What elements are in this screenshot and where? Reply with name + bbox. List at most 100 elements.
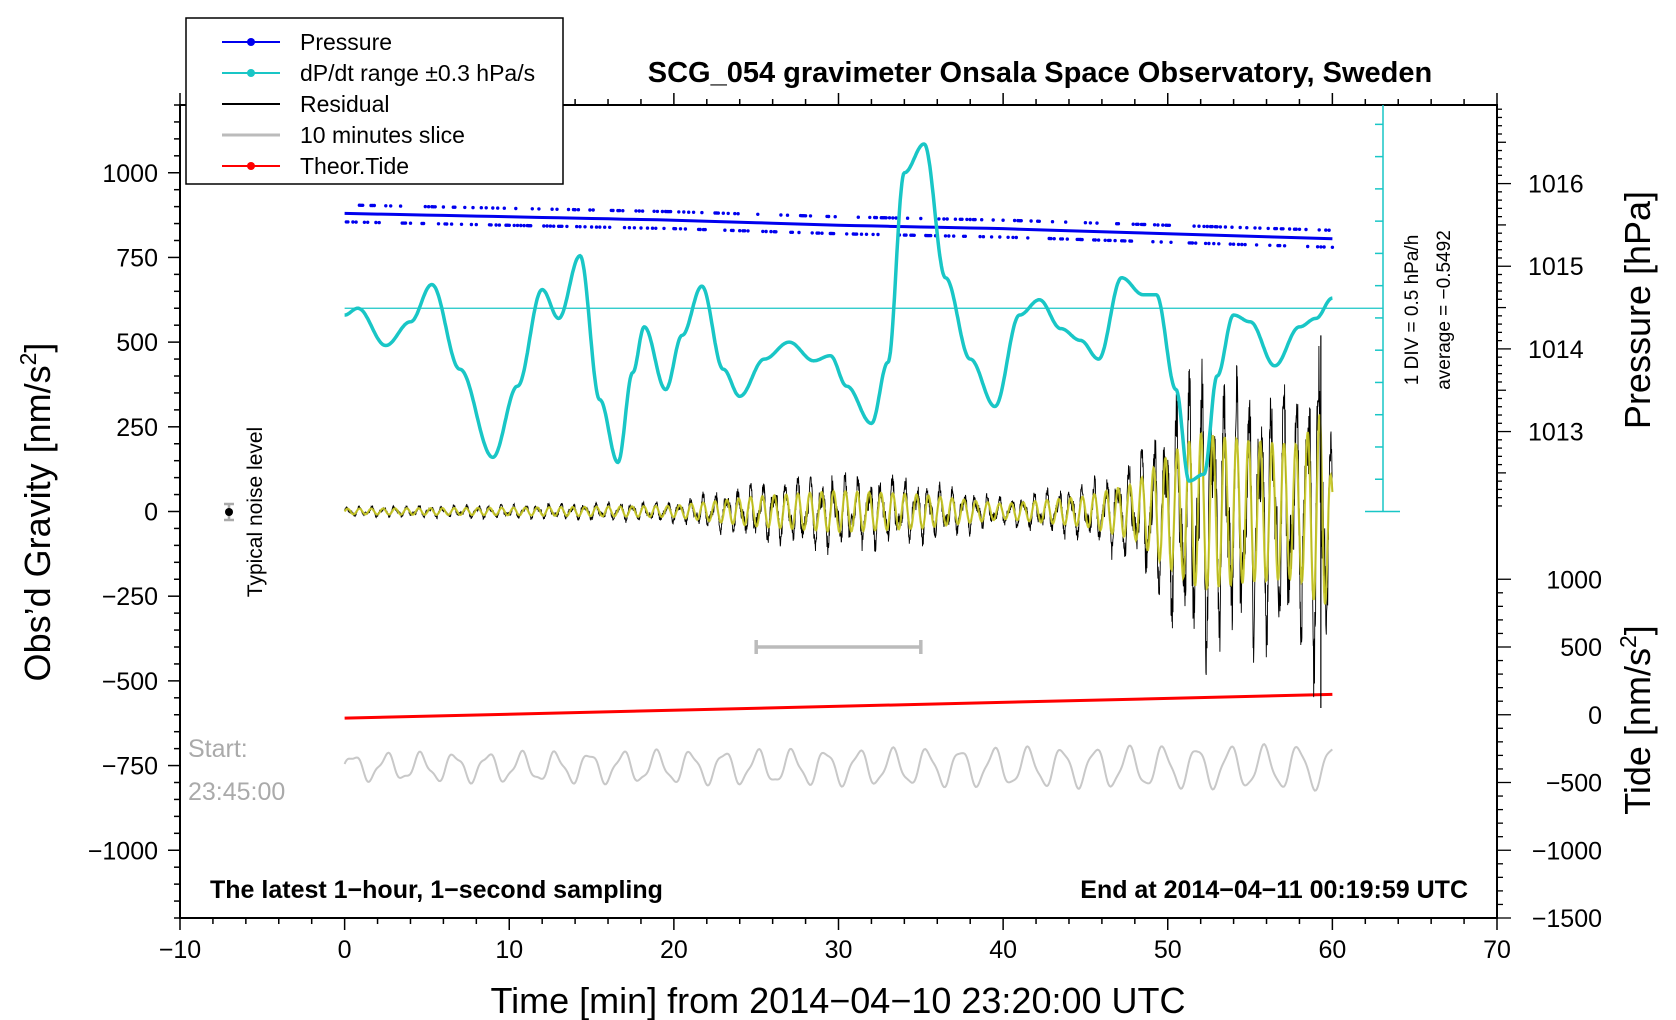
- pressure-point: [965, 217, 969, 222]
- pressure-point: [1218, 225, 1223, 229]
- pressure-point: [608, 225, 612, 229]
- residual-series: [343, 335, 1334, 708]
- pressure-point: [361, 203, 365, 207]
- pressure-point: [594, 225, 599, 229]
- pressure-point: [463, 205, 467, 210]
- pressure-point: [960, 217, 964, 221]
- pressure-point: [963, 234, 967, 238]
- pressure-point: [998, 235, 1002, 239]
- pressure-point: [1060, 237, 1065, 241]
- pressure-point: [721, 211, 725, 215]
- y-axis-tide: 1000 500 0 −500 −1000 −1500: [1497, 566, 1602, 933]
- footer-right-label: End at 2014−04−11 00:19:59 UTC: [1080, 876, 1468, 904]
- pressure-point: [474, 222, 478, 227]
- pressure-point: [1093, 238, 1098, 242]
- pressure-point: [1294, 227, 1298, 231]
- pressure-point: [785, 213, 790, 217]
- pressure-point: [678, 227, 683, 231]
- pressure-point: [1037, 219, 1042, 223]
- pressure-point: [968, 217, 972, 222]
- pressure-point: [515, 223, 520, 228]
- pressure-point: [1236, 242, 1241, 247]
- legend-label: Pressure: [300, 29, 392, 55]
- pressure-point: [366, 220, 370, 224]
- pressure-point: [833, 215, 837, 219]
- pressure-point: [1322, 245, 1326, 249]
- start-label: Start:: [188, 735, 248, 763]
- pressure-point: [408, 221, 413, 225]
- y-tick-label: 0: [144, 499, 158, 527]
- legend-marker: [247, 38, 255, 46]
- pressure-point: [634, 209, 638, 213]
- pressure-point: [700, 210, 704, 215]
- pressure-point: [1156, 223, 1160, 227]
- pressure-point: [731, 228, 735, 233]
- pressure-point: [1095, 221, 1099, 225]
- y-axis-title-pressure: Pressure [hPa]: [1617, 191, 1658, 429]
- pressure-point: [943, 234, 948, 238]
- legend-marker: [247, 69, 255, 77]
- pressure-point: [1203, 241, 1208, 246]
- tide-tick-label: 0: [1588, 702, 1602, 730]
- pressure-point: [698, 227, 702, 232]
- pressure-point: [632, 226, 637, 230]
- pressure-point: [662, 226, 666, 231]
- pressure-point: [723, 228, 727, 232]
- pressure-point: [919, 216, 923, 221]
- tide-line: [344, 692, 1333, 720]
- pressure-point: [471, 205, 475, 210]
- tide-tick-label: −1000: [1532, 837, 1602, 865]
- pressure-point: [1215, 225, 1219, 229]
- legend-item: 10 minutes slice: [222, 122, 465, 148]
- x-tick-label: −10: [159, 936, 201, 964]
- pressure-point: [655, 209, 660, 214]
- pressure-point: [530, 207, 534, 211]
- pressure-point: [639, 226, 643, 230]
- pressure-point: [1317, 228, 1321, 232]
- x-tick-label: 10: [495, 936, 523, 964]
- chart-title: SCG_054 gravimeter Onsala Space Observat…: [648, 57, 1432, 89]
- y-tick-label: −1000: [88, 837, 158, 865]
- pressure-point: [1167, 223, 1172, 227]
- pressure-point: [989, 235, 994, 239]
- pressure-point: [738, 229, 742, 233]
- pressure-point: [810, 231, 814, 235]
- pressure-point: [1327, 228, 1331, 232]
- pressure-point: [576, 208, 581, 212]
- pressure-point: [1159, 240, 1163, 244]
- pressure-point: [645, 226, 650, 230]
- pressure-point: [548, 224, 553, 228]
- pressure-point: [1223, 225, 1228, 229]
- pressure-point: [845, 232, 849, 236]
- pressure-point: [854, 232, 859, 236]
- pressure-point: [1330, 245, 1335, 249]
- pressure-point: [1287, 227, 1292, 231]
- pressure-point: [1161, 223, 1165, 227]
- pressure-point: [550, 207, 554, 211]
- pressure-point: [491, 206, 495, 210]
- pressure-point: [652, 209, 656, 213]
- pressure-point: [611, 208, 615, 213]
- pressure-point: [640, 209, 645, 213]
- pressure-point: [1238, 225, 1242, 230]
- legend-item: Theor.Tide: [222, 153, 409, 179]
- pressure-point: [942, 217, 946, 221]
- pressure-point: [621, 209, 625, 213]
- pressure-tick-label: 1015: [1528, 253, 1584, 281]
- pressure-tick-label: 1014: [1528, 336, 1584, 364]
- pressure-point: [507, 223, 511, 227]
- pressure-point: [560, 224, 564, 228]
- pressure-point: [1019, 219, 1023, 223]
- pressure-point: [423, 204, 427, 209]
- pressure-point: [552, 224, 556, 228]
- y-axis-title-tide: Tide [nm/s2]: [1615, 625, 1658, 815]
- pressure-point: [820, 231, 824, 235]
- pressure-point: [566, 207, 571, 212]
- y-tick-label: −250: [102, 583, 158, 611]
- pressure-point: [1254, 243, 1259, 247]
- pressure-point: [682, 210, 686, 214]
- pressure-point: [449, 222, 454, 226]
- pressure-point: [1205, 224, 1210, 229]
- pressure-point: [1052, 237, 1056, 241]
- pressure-point: [1169, 240, 1173, 244]
